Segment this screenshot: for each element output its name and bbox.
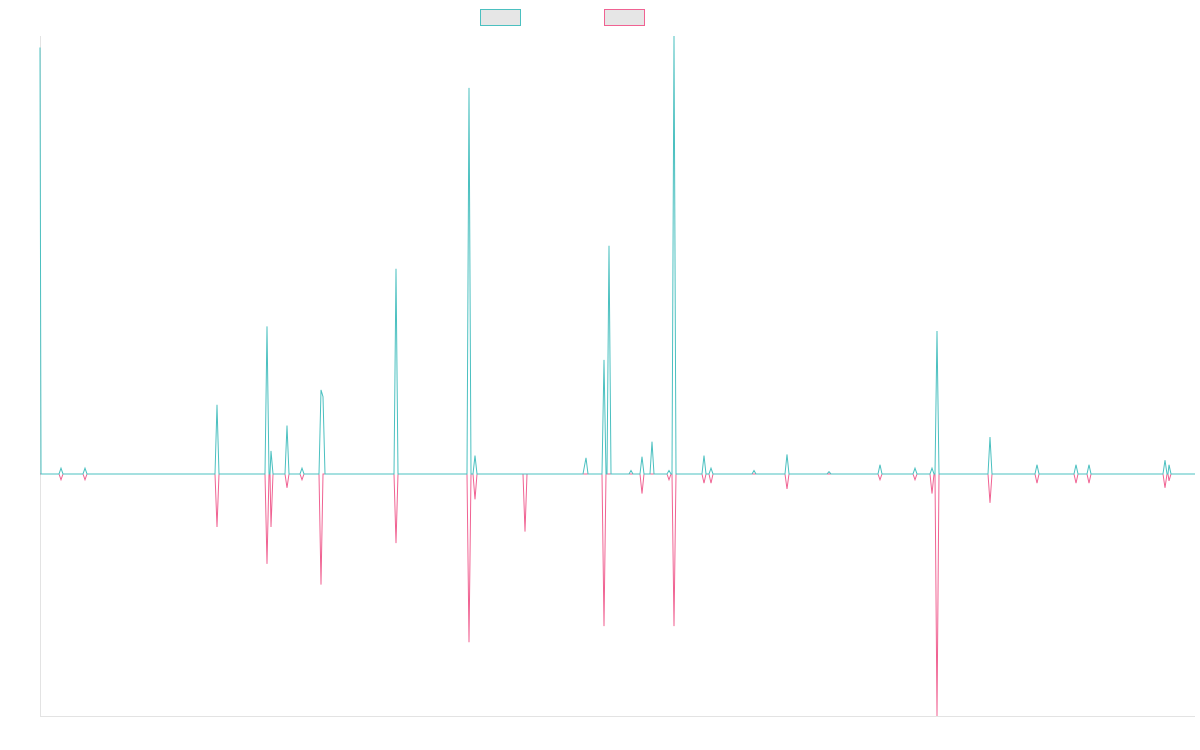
legend-swatch-series-1[interactable]: [480, 9, 521, 26]
legend-swatch-series-2[interactable]: [604, 9, 645, 26]
series-line-2: [40, 473, 1195, 717]
series-layer: [39, 35, 1195, 717]
series-line-1: [39, 35, 1195, 475]
legend: [480, 9, 645, 26]
